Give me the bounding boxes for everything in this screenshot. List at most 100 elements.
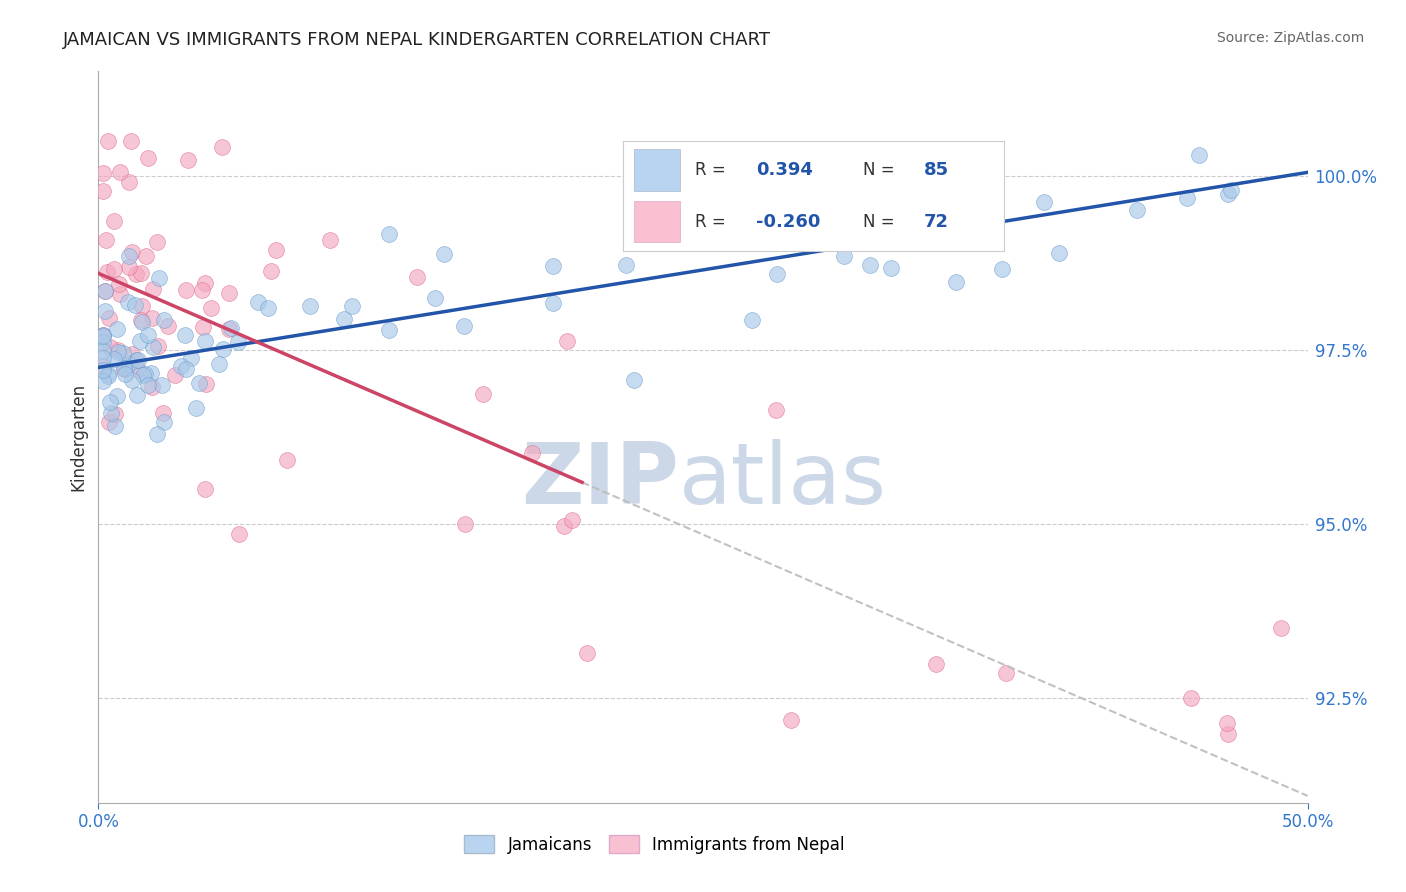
Point [118, 260, 141, 274]
Point [97, 368, 120, 382]
Point [131, 314, 153, 328]
Point [991, 261, 1014, 276]
Point [208, 357, 231, 371]
Point [108, 286, 131, 301]
Point [146, 339, 169, 353]
Point [184, 401, 207, 416]
Point [218, 322, 240, 336]
Point [125, 388, 148, 402]
Point [142, 340, 165, 354]
Point [264, 244, 287, 258]
Point [94, 285, 117, 299]
Point [152, 406, 174, 420]
Point [107, 343, 129, 357]
Point [97, 134, 120, 148]
Point [1215, 716, 1237, 731]
Point [94, 303, 117, 318]
Point [107, 344, 129, 359]
Bar [634, 149, 679, 191]
Text: 85: 85 [924, 161, 949, 179]
Point [93, 374, 115, 388]
Point [1188, 148, 1211, 162]
Point [432, 247, 454, 261]
Point [98, 311, 121, 326]
Point [1220, 183, 1243, 197]
Point [94, 233, 117, 247]
Point [129, 334, 152, 348]
Point [114, 367, 136, 381]
Point [1047, 245, 1070, 260]
Point [219, 320, 242, 334]
Point [228, 526, 250, 541]
Point [163, 368, 186, 382]
Point [91, 359, 114, 373]
Point [423, 291, 446, 305]
Point [543, 296, 565, 310]
Point [177, 153, 200, 167]
Text: -0.260: -0.260 [756, 212, 820, 231]
Point [121, 373, 143, 387]
Point [131, 368, 153, 383]
Point [135, 249, 157, 263]
Point [257, 301, 280, 316]
Point [173, 327, 195, 342]
Point [127, 363, 149, 377]
Point [557, 334, 579, 348]
Point [121, 347, 143, 361]
Point [141, 366, 163, 380]
Point [377, 322, 399, 336]
Text: atlas: atlas [679, 440, 887, 523]
Point [333, 312, 356, 326]
Point [142, 282, 165, 296]
Point [111, 345, 134, 359]
Point [912, 225, 935, 239]
Point [994, 666, 1017, 681]
Point [773, 230, 796, 244]
Point [553, 519, 575, 533]
Point [117, 295, 139, 310]
Point [276, 453, 298, 467]
Point [859, 258, 882, 272]
Point [405, 269, 427, 284]
Point [925, 657, 948, 671]
Point [623, 372, 645, 386]
Point [91, 363, 114, 377]
Point [945, 275, 967, 289]
Point [100, 406, 122, 420]
Point [91, 327, 114, 342]
Point [340, 299, 363, 313]
Point [174, 283, 197, 297]
Point [104, 407, 127, 421]
Point [541, 259, 564, 273]
Point [103, 214, 125, 228]
Point [104, 419, 127, 434]
Point [125, 267, 148, 281]
Point [121, 245, 143, 260]
Point [129, 312, 152, 326]
Point [170, 359, 193, 374]
Point [200, 301, 222, 315]
Point [1175, 191, 1198, 205]
Point [112, 361, 135, 376]
Point [129, 266, 152, 280]
Point [153, 415, 176, 429]
Point [765, 402, 787, 417]
Point [148, 270, 170, 285]
Point [141, 310, 163, 325]
Point [103, 262, 125, 277]
Point [522, 446, 544, 460]
Point [576, 646, 599, 660]
Point [141, 380, 163, 394]
Y-axis label: Kindergarten: Kindergarten [69, 383, 87, 491]
Point [212, 342, 235, 356]
Point [218, 286, 240, 301]
Point [145, 235, 167, 249]
Point [98, 340, 121, 354]
Point [91, 329, 114, 343]
Point [741, 313, 763, 327]
Point [377, 227, 399, 242]
Text: 0.394: 0.394 [756, 161, 813, 179]
Point [136, 151, 159, 165]
Point [127, 353, 149, 368]
Point [103, 352, 125, 367]
